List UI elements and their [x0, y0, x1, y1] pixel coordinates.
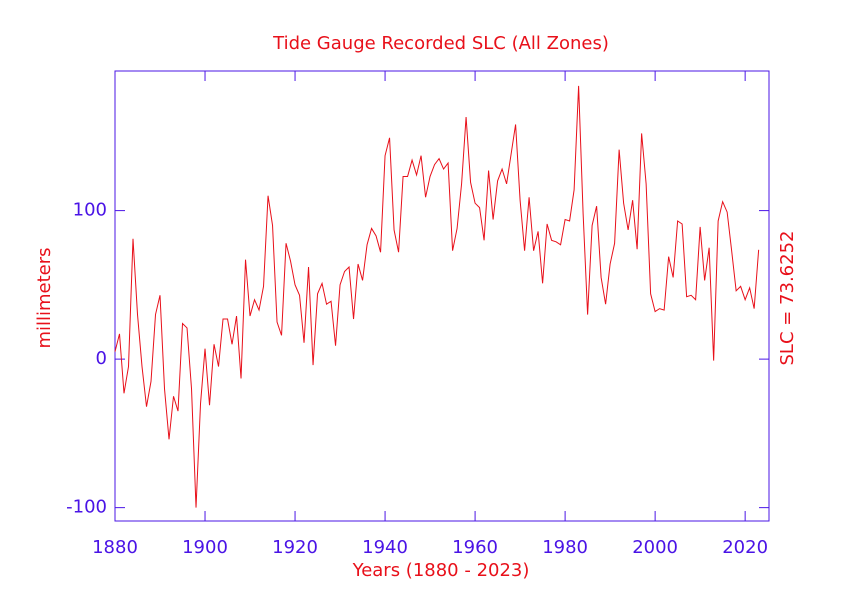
y-tick-label: 100: [73, 200, 107, 221]
annotation: SLC = 73.6252: [777, 231, 798, 366]
x-axis-label: Years (1880 - 2023): [352, 560, 530, 581]
x-tick-label: 1920: [272, 537, 318, 558]
data-line: [114, 85, 760, 508]
y-tick-label: 0: [96, 348, 107, 369]
x-tick-label: 1980: [542, 537, 588, 558]
x-tick-label: 2020: [722, 537, 768, 558]
x-tick-label: 1880: [92, 537, 138, 558]
y-axis-label: millimeters: [34, 247, 55, 348]
chart-title: Tide Gauge Recorded SLC (All Zones): [272, 33, 609, 54]
y-tick-label: -100: [66, 497, 107, 518]
x-tick-label: 1940: [362, 537, 408, 558]
x-tick-label: 1960: [452, 537, 498, 558]
x-tick-label: 1900: [182, 537, 228, 558]
x-tick-label: 2000: [632, 537, 678, 558]
plot-frame: [114, 70, 770, 522]
